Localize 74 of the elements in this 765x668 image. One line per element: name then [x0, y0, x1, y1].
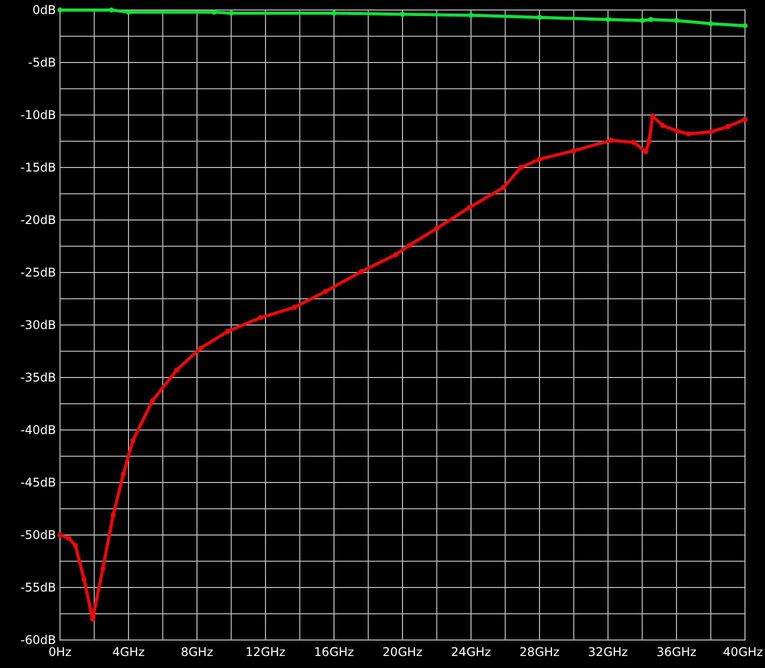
y-tick-label: -60dB: [20, 633, 56, 648]
y-tick-label: -20dB: [20, 213, 56, 228]
point: [608, 138, 614, 143]
y-tick-label: -50dB: [20, 528, 56, 542]
point: [648, 16, 654, 22]
y-tick-label: -35dB: [20, 370, 56, 385]
point: [58, 8, 62, 12]
point: [66, 536, 72, 541]
point: [742, 116, 748, 122]
x-tick-label: 40GHz: [723, 645, 763, 659]
y-tick-label: -25dB: [20, 266, 56, 280]
point: [332, 10, 336, 16]
point: [571, 148, 576, 154]
point: [646, 138, 652, 144]
x-tick-label: 36GHz: [656, 645, 696, 659]
point: [708, 129, 714, 134]
point: [537, 156, 542, 162]
point: [322, 288, 328, 294]
x-tick-label: 24GHz: [451, 645, 491, 659]
point: [150, 398, 155, 404]
point: [606, 16, 610, 22]
point: [501, 184, 506, 190]
x-tick-label: 16GHz: [314, 645, 354, 659]
point: [434, 226, 440, 231]
x-tick-label: 20GHz: [382, 645, 422, 659]
point: [631, 140, 636, 145]
point: [674, 128, 679, 134]
point: [198, 346, 203, 351]
point: [292, 304, 298, 310]
point: [406, 242, 412, 248]
point: [212, 10, 217, 15]
point: [518, 165, 524, 170]
x-tick-label: 0Hz: [48, 645, 72, 659]
point: [643, 149, 648, 154]
y-tick-label: 0dB: [32, 3, 56, 18]
point: [120, 472, 126, 477]
point: [228, 10, 234, 16]
point: [110, 512, 116, 518]
x-tick-label: 4GHz: [112, 645, 145, 659]
point: [81, 576, 86, 582]
y-tick-label: -5dB: [28, 56, 56, 70]
x-tick-label: 32GHz: [588, 645, 628, 659]
point: [258, 315, 263, 320]
point: [174, 368, 179, 373]
point: [100, 566, 106, 572]
point: [126, 10, 131, 15]
point: [400, 12, 405, 17]
x-tick-label: 28GHz: [520, 645, 560, 659]
y-tick-label: -30dB: [20, 318, 56, 332]
point: [640, 18, 645, 23]
y-tick-label: -10dB: [20, 108, 56, 122]
point: [674, 18, 679, 23]
x-tick-label: 12GHz: [246, 645, 286, 659]
point: [58, 532, 62, 538]
point: [225, 328, 230, 334]
point: [72, 543, 78, 548]
point: [466, 204, 472, 210]
x-tick-label: 8GHz: [180, 645, 214, 659]
point: [358, 268, 364, 274]
point: [108, 8, 114, 12]
y-tick-label: -45dB: [20, 476, 56, 490]
point: [708, 21, 714, 26]
point: [725, 124, 730, 130]
point: [130, 438, 136, 443]
point: [393, 252, 398, 258]
point: [468, 12, 474, 18]
point: [686, 131, 691, 136]
point: [537, 14, 542, 20]
point: [90, 616, 96, 622]
y-tick-label: -15dB: [20, 160, 56, 175]
y-tick-label: -55dB: [20, 580, 56, 595]
point: [660, 123, 666, 128]
y-tick-label: -40dB: [20, 423, 56, 438]
point: [742, 23, 748, 28]
